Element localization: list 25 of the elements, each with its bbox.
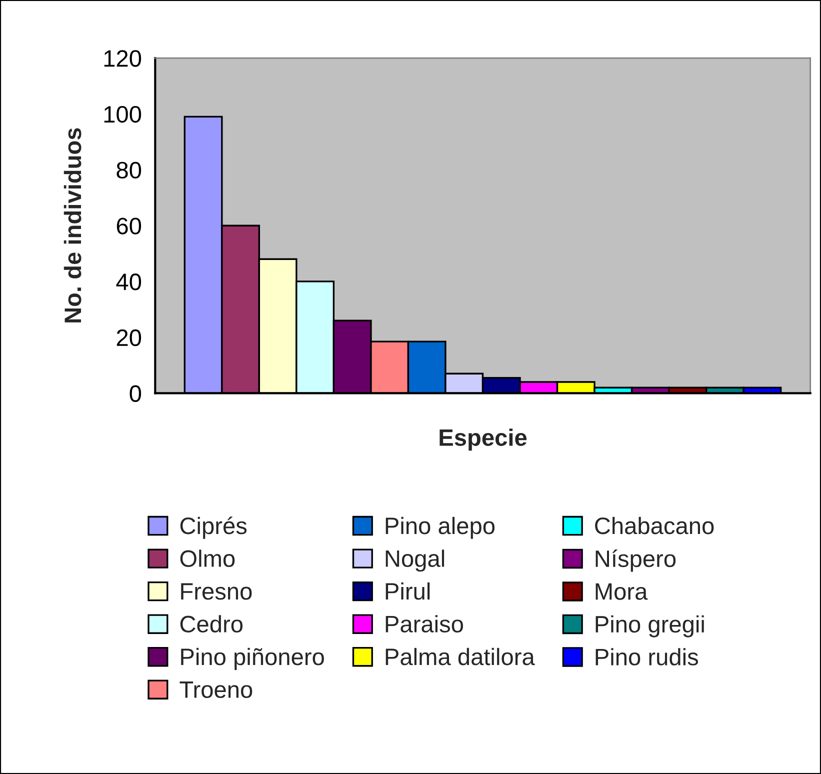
legend-label: Pirul [386,582,430,600]
legend-label: Cedro [180,615,243,633]
x-axis-title: Especie [440,428,527,451]
legend-label: Pino piñonero [181,648,324,670]
legend-label: Ciprés [180,516,247,539]
legend-label: Fresno [181,583,252,600]
legend-label: Nogal [386,550,444,572]
legend-label: Níspero [596,550,676,572]
y-tick-label: 120 [104,50,142,67]
legend-label: Troeno [180,682,252,698]
y-tick-label: 20 [116,329,142,346]
legend-label: Paraiso [386,615,463,633]
y-tick-label: 40 [116,274,142,290]
y-tick-label: 0 [130,385,142,402]
legend-label: Mora [596,583,648,600]
y-tick-label: 100 [104,106,142,123]
y-axis-title: No. de individuos [64,128,82,322]
legend-label: Chabacano [595,516,714,534]
legend-label: Pino rudis [596,648,698,666]
legend-label: Olmo [180,550,235,567]
y-tick-label: 60 [116,218,142,234]
legend-label: Pino gregii [596,615,704,638]
legend-label: Palma datilora [386,648,535,666]
legend-label: Pino alepo [386,516,495,539]
y-tick-label: 80 [116,162,142,179]
